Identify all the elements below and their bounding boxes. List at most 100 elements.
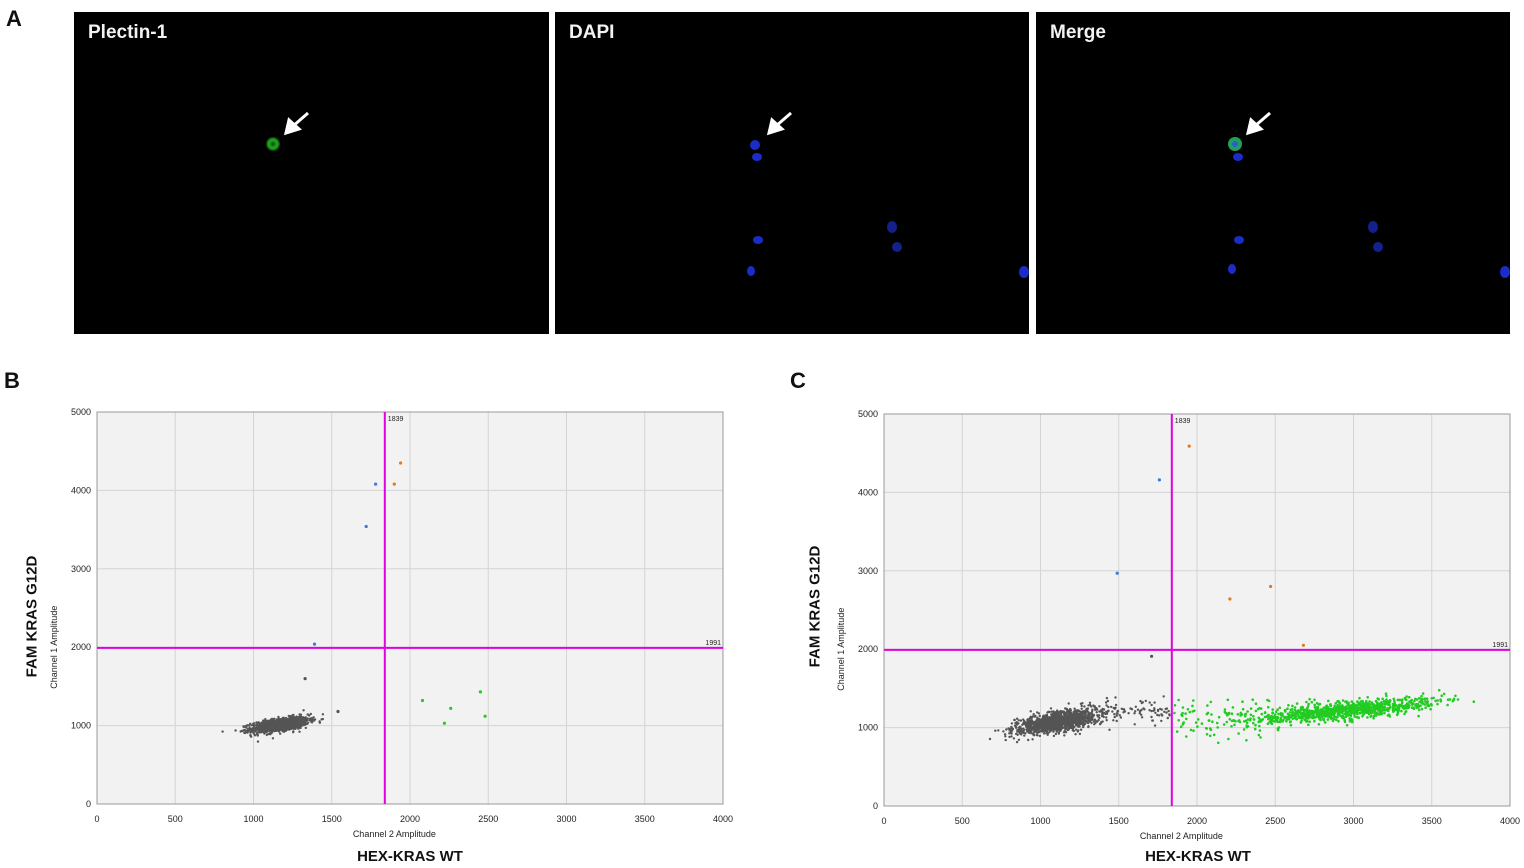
x-tick-label: 1500 [1109, 816, 1129, 826]
droplet-hex-positive [1337, 713, 1340, 716]
droplet-hex-positive [1402, 707, 1406, 710]
droplet-double-negative [1153, 701, 1156, 704]
droplet-hex-positive [1408, 700, 1411, 703]
droplet-double-negative [1160, 708, 1163, 711]
droplet-hex-positive [1325, 704, 1328, 708]
droplet-double-negative [1004, 738, 1007, 742]
droplet-hex-positive [1254, 709, 1258, 713]
droplet-double-negative [1088, 718, 1091, 721]
droplet-hex-positive [1252, 721, 1255, 725]
droplet-double-negative [274, 721, 278, 724]
panel-letter-a: A [6, 6, 22, 31]
droplet-hex-positive [1335, 718, 1338, 722]
droplet-double-negative [1036, 711, 1039, 714]
droplet-hex-positive [1223, 710, 1227, 714]
droplet-hex-positive [1358, 711, 1362, 715]
droplet-double-negative [1074, 733, 1077, 736]
droplet-double-negative [311, 719, 314, 722]
droplet-double-negative [298, 730, 301, 733]
droplet-double-negative [1046, 715, 1049, 719]
droplet-hex-positive [1357, 716, 1360, 719]
droplet-hex-positive [1405, 702, 1409, 705]
y-tick-label: 4000 [858, 487, 878, 497]
droplet-hex-positive [1305, 719, 1309, 723]
droplet-hex-positive [1323, 710, 1326, 714]
droplet-hex-positive [1345, 711, 1349, 714]
droplet-hex-positive [1421, 700, 1424, 704]
droplet-double-negative [306, 722, 309, 725]
droplet-hex-positive [1413, 699, 1416, 703]
droplet-double-negative [1050, 720, 1054, 724]
droplet-double-negative [300, 721, 303, 724]
droplet-double-negative [1039, 724, 1042, 728]
droplet-double-negative [1091, 712, 1094, 716]
droplet-hex-positive [1405, 707, 1409, 710]
droplet-hex-positive [1396, 710, 1400, 714]
droplet-hex-positive [1326, 715, 1329, 718]
x-tick-label: 4000 [713, 814, 733, 824]
droplet-hex-positive [1267, 717, 1270, 721]
droplet-double-negative [1139, 699, 1142, 703]
droplet-hex-positive [1313, 719, 1316, 723]
droplet-hex-positive [1196, 725, 1199, 728]
droplet-hex-positive [1270, 720, 1274, 723]
droplet-double-negative [1019, 719, 1023, 722]
droplet-hex-positive [1341, 711, 1344, 715]
droplet-hex-positive [1352, 704, 1355, 708]
droplet-hex-positive [1300, 705, 1304, 709]
droplet-hex-positive [1276, 717, 1279, 720]
droplet-hex-positive [1389, 705, 1392, 709]
droplet-double-negative [1134, 705, 1137, 708]
droplet-double-negative [246, 730, 249, 733]
droplet-hex-positive [1307, 702, 1310, 706]
droplet-hex-positive [1271, 708, 1274, 711]
droplet-hex-positive [1339, 707, 1342, 711]
droplet-double-negative [1113, 713, 1116, 716]
droplet-hex-positive [1315, 713, 1319, 717]
droplet-double-negative [248, 726, 251, 729]
x-axis-label: Channel 2 Amplitude [353, 829, 436, 839]
nucleus [750, 140, 760, 150]
droplet-double-negative [1039, 729, 1043, 733]
droplet-hex-positive [1341, 704, 1344, 707]
droplet-double-negative [1106, 699, 1110, 703]
droplet-hex-positive [1276, 720, 1280, 724]
droplet-fam-positive [1157, 478, 1161, 482]
droplet-hex-positive [1225, 720, 1229, 724]
droplet-hex-positive [1332, 717, 1336, 721]
droplet-double-negative [1008, 732, 1011, 735]
droplet-double-negative [1080, 711, 1083, 715]
droplet-hex-positive [1193, 709, 1196, 713]
droplet-hex-positive [1364, 703, 1368, 706]
droplet-hex-positive [1367, 702, 1370, 705]
droplet-hex-positive [1205, 733, 1209, 736]
droplet-hex-positive [1420, 694, 1423, 698]
droplet-hex-positive [1306, 706, 1309, 710]
x-tick-label: 2000 [1187, 816, 1207, 826]
droplet-double-negative [280, 727, 284, 731]
droplet-hex-positive [1259, 736, 1262, 739]
droplet-hex-positive [1368, 700, 1371, 703]
droplet-double-negative [1055, 721, 1058, 724]
droplet-hex-positive [1295, 702, 1299, 705]
droplet-hex-positive [1376, 697, 1379, 700]
droplet-double-negative [1032, 733, 1035, 737]
droplet-double-negative [1003, 733, 1007, 736]
scatter-plot-c: 0 500 1000 1500 2000 2500 3000 3500 4000 0 1000 200… [836, 409, 1520, 841]
droplet-double-negative [1071, 718, 1074, 721]
droplet-hex-positive [1360, 709, 1364, 713]
droplet-double-negative [1086, 720, 1089, 723]
droplet-double-negative [256, 724, 259, 727]
droplet-hex-positive [1329, 704, 1333, 708]
droplet-hex-positive [1415, 698, 1419, 701]
droplet-double-negative [1075, 716, 1078, 719]
droplet-hex-positive [1404, 710, 1408, 713]
droplet-double-negative [296, 724, 299, 728]
droplet-hex-positive [1350, 709, 1353, 713]
droplet-double-negative [1036, 716, 1039, 719]
droplet-hex-positive [1251, 698, 1254, 701]
y-axis-label: Channel 1 Amplitude [836, 608, 846, 691]
droplet-double-negative [1154, 711, 1157, 714]
droplet-hex-positive [1252, 718, 1256, 721]
droplet-hex-positive [1430, 697, 1434, 700]
